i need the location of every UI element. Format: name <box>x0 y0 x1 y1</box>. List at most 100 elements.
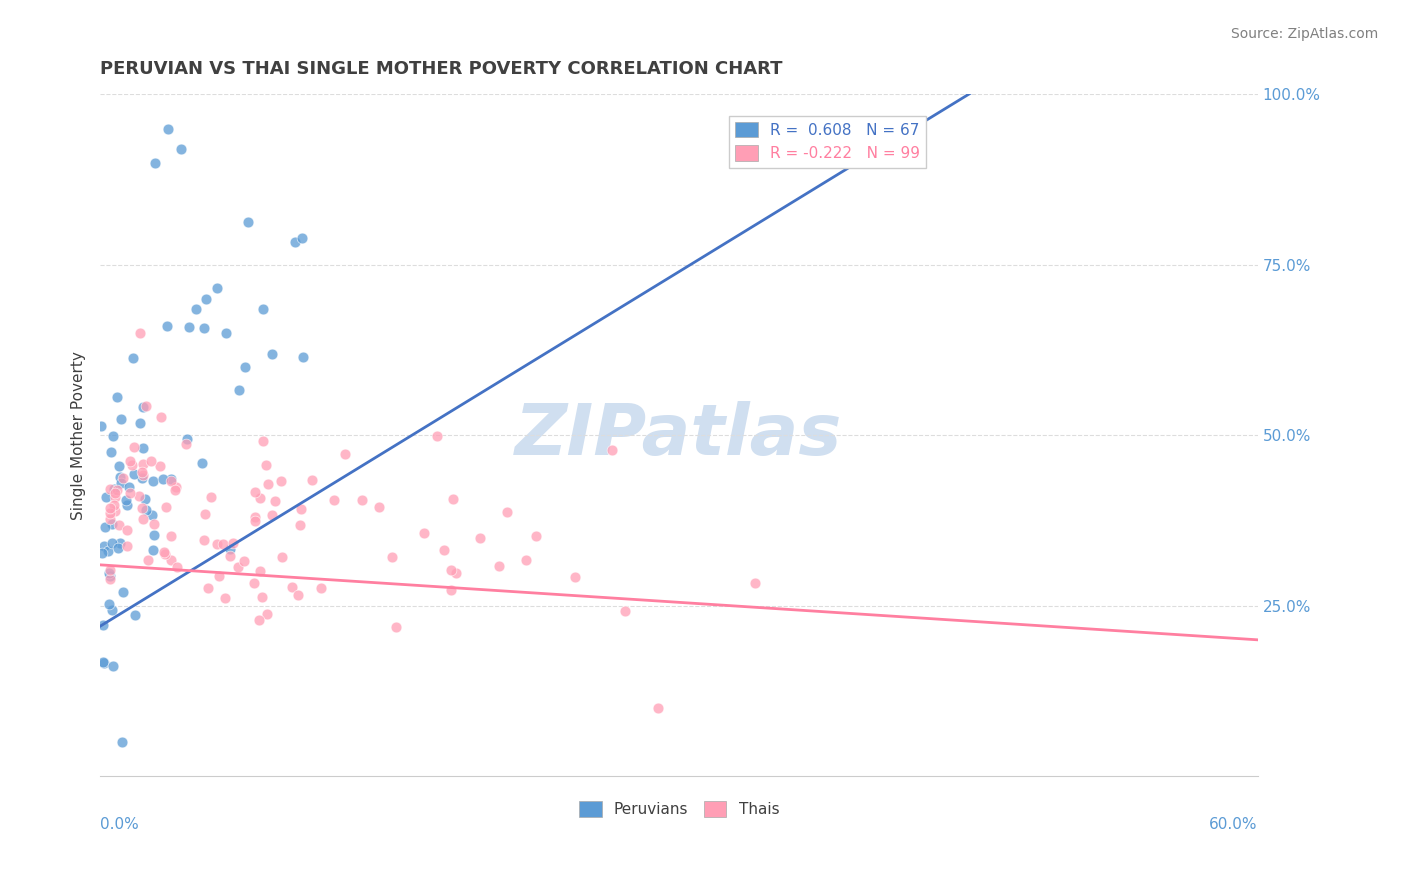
Point <box>108 470 131 484</box>
Point <box>219 541 242 556</box>
Point <box>101 428 124 442</box>
Point <box>744 576 766 591</box>
Point <box>179 320 201 334</box>
Point <box>131 471 153 485</box>
Point <box>156 121 179 136</box>
Point <box>291 230 314 244</box>
Point <box>115 498 138 512</box>
Point <box>193 321 215 335</box>
Point <box>444 566 467 581</box>
Point <box>101 658 124 673</box>
Point <box>160 529 183 543</box>
Point <box>252 434 274 449</box>
Point <box>155 500 177 515</box>
Point <box>243 509 266 524</box>
Point <box>121 458 143 472</box>
Point <box>91 617 114 632</box>
Point <box>228 384 250 398</box>
Point <box>141 508 163 522</box>
Point <box>236 214 259 228</box>
Point <box>97 543 120 558</box>
Point <box>226 560 249 574</box>
Point <box>152 472 174 486</box>
Point <box>107 518 129 533</box>
Point <box>101 517 124 532</box>
Point <box>322 493 344 508</box>
Point <box>98 506 121 520</box>
Point <box>149 409 172 424</box>
Point <box>194 508 217 522</box>
Point <box>107 390 129 404</box>
Point <box>160 474 183 488</box>
Point <box>120 486 142 500</box>
Point <box>114 492 136 507</box>
Point <box>104 490 127 504</box>
Point <box>132 457 155 471</box>
Point <box>488 558 510 573</box>
Point <box>115 524 138 538</box>
Point <box>90 418 112 433</box>
Point <box>111 735 134 749</box>
Y-axis label: Single Mother Poverty: Single Mother Poverty <box>72 351 86 520</box>
Point <box>205 537 228 551</box>
Point <box>131 441 153 455</box>
Point <box>98 572 121 586</box>
Point <box>156 319 179 334</box>
Point <box>107 541 129 555</box>
Point <box>218 549 240 563</box>
Point <box>136 553 159 567</box>
Point <box>135 503 157 517</box>
Point <box>385 620 408 634</box>
Point <box>142 543 165 558</box>
Point <box>600 442 623 457</box>
Point <box>413 526 436 541</box>
Point <box>124 607 146 622</box>
Point <box>352 492 374 507</box>
Point <box>117 539 139 553</box>
Point <box>381 550 404 565</box>
Point <box>110 475 132 490</box>
Point <box>98 568 121 582</box>
Point <box>134 491 156 506</box>
Point <box>287 589 309 603</box>
Point <box>214 591 236 606</box>
Point <box>249 564 271 578</box>
Point <box>166 560 188 574</box>
Point <box>105 483 128 497</box>
Text: 0.0%: 0.0% <box>100 817 139 832</box>
Point <box>122 467 145 482</box>
Point <box>100 603 122 617</box>
Point <box>256 607 278 621</box>
Point <box>132 468 155 483</box>
Point <box>195 292 218 306</box>
Point <box>93 656 115 670</box>
Point <box>117 480 139 494</box>
Point <box>262 508 284 523</box>
Point <box>433 543 456 558</box>
Point <box>176 432 198 446</box>
Point <box>100 445 122 459</box>
Point <box>170 142 193 156</box>
Point <box>94 490 117 504</box>
Point <box>131 465 153 479</box>
Point <box>110 412 132 426</box>
Point <box>184 301 207 316</box>
Point <box>98 563 121 577</box>
Point <box>160 553 183 567</box>
Point <box>214 326 236 340</box>
Point <box>270 474 292 488</box>
Point <box>153 545 176 559</box>
Point <box>441 491 464 506</box>
Point <box>176 437 198 451</box>
Point <box>470 531 492 545</box>
Point <box>135 400 157 414</box>
Point <box>270 550 292 565</box>
Legend: Peruvians, Thais: Peruvians, Thais <box>572 795 786 823</box>
Point <box>165 483 187 498</box>
Point <box>367 500 389 514</box>
Point <box>333 447 356 461</box>
Point <box>311 581 333 595</box>
Point <box>263 494 285 508</box>
Point <box>121 351 143 365</box>
Point <box>250 590 273 604</box>
